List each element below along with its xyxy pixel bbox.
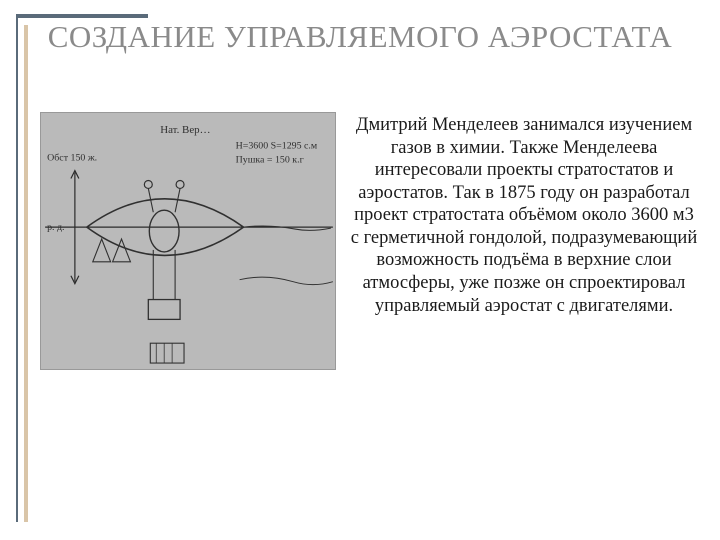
svg-text:Обст 150 ж.: Обст 150 ж. [47,153,97,164]
svg-text:Пушка = 150 к.г: Пушка = 150 к.г [236,155,304,166]
body-paragraph: Дмитрий Менделеев занимался изучением га… [350,112,698,370]
aerostat-sketch-figure: Нат. Вер… Обст 150 ж. Н=3600 S=1295 с.м … [40,112,336,370]
svg-text:Н=3600 S=1295 с.м: Н=3600 S=1295 с.м [236,141,318,152]
page-title: СОЗДАНИЕ УПРАВЛЯЕМОГО АЭРОСТАТА [0,18,720,55]
accent-left-thick-bar [24,25,28,522]
svg-text:р. д.: р. д. [47,222,64,233]
aerostat-sketch-svg: Нат. Вер… Обст 150 ж. Н=3600 S=1295 с.м … [41,113,335,369]
accent-left-thin-bar [16,14,18,522]
content-row: Нат. Вер… Обст 150 ж. Н=3600 S=1295 с.м … [40,112,698,370]
svg-text:Нат. Вер…: Нат. Вер… [160,124,210,136]
